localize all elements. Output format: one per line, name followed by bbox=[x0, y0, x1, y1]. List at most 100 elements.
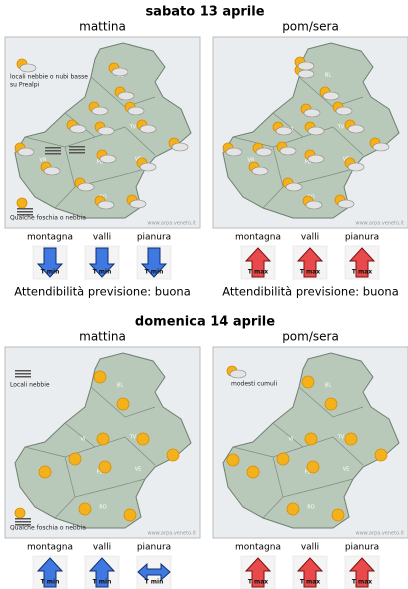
sun-icon bbox=[123, 508, 137, 522]
trend-arrow bbox=[36, 247, 64, 278]
reliability: Attendibilità previsione: buona bbox=[14, 285, 191, 299]
map-note: locali nebbie o nubi basse bbox=[10, 74, 88, 81]
fog-line bbox=[69, 152, 85, 154]
reliability: Attendibilità previsione: buona bbox=[222, 285, 399, 299]
cloud-icon bbox=[337, 199, 355, 209]
province-label: VI bbox=[81, 437, 86, 443]
temperature-label: T max bbox=[352, 269, 372, 276]
map-note: modesti cumuli bbox=[231, 381, 277, 388]
province-label: TV bbox=[129, 125, 137, 131]
fog-line bbox=[45, 153, 61, 155]
period-header: mattina bbox=[79, 330, 126, 344]
cloud-icon bbox=[77, 182, 95, 192]
cloud-icon bbox=[275, 126, 293, 136]
zone-label: montagna bbox=[27, 233, 73, 243]
sun-icon bbox=[38, 465, 52, 479]
sun-icon bbox=[98, 460, 112, 474]
cloud-icon bbox=[17, 147, 35, 157]
cloud-icon bbox=[372, 142, 390, 152]
trend-arrow bbox=[88, 247, 116, 278]
cloud-icon bbox=[297, 69, 315, 79]
cloud-icon bbox=[225, 147, 243, 157]
province-label: VR bbox=[40, 158, 47, 164]
fog-line bbox=[17, 208, 33, 210]
zone-label: pianura bbox=[137, 233, 171, 243]
map-credit: www.arpa.veneto.it bbox=[148, 221, 197, 227]
temperature-label: T min bbox=[41, 269, 60, 276]
period-header: pom/sera bbox=[282, 330, 339, 344]
temperature-label: T max bbox=[248, 579, 268, 586]
cloud-icon bbox=[43, 166, 61, 176]
province-label: RO bbox=[99, 505, 106, 511]
province-label: TV bbox=[337, 435, 345, 441]
sun-icon bbox=[324, 397, 338, 411]
trend-arrow bbox=[296, 557, 324, 588]
fog-line bbox=[17, 211, 33, 213]
zone-label: pianura bbox=[345, 233, 379, 243]
period-header: pom/sera bbox=[282, 20, 339, 34]
temperature-label: T max bbox=[248, 269, 268, 276]
fog-line bbox=[15, 521, 31, 523]
province-label: PD bbox=[97, 470, 104, 476]
province-label: PD bbox=[305, 470, 312, 476]
zone-label: pianura bbox=[345, 543, 379, 553]
sun-icon bbox=[374, 448, 388, 462]
zone-label: montagna bbox=[235, 543, 281, 553]
cloud-icon bbox=[91, 106, 109, 116]
trend-arrow bbox=[36, 557, 64, 588]
map-credit: www.arpa.veneto.it bbox=[148, 531, 197, 537]
cloud-icon bbox=[297, 61, 315, 71]
zone-label: montagna bbox=[27, 543, 73, 553]
sun-icon bbox=[246, 465, 260, 479]
province-label: VR bbox=[248, 158, 255, 164]
map-credit: www.arpa.veneto.it bbox=[356, 221, 405, 227]
fog-line bbox=[15, 518, 31, 520]
trend-arrow bbox=[296, 247, 324, 278]
cloud-icon bbox=[285, 182, 303, 192]
fog-line bbox=[45, 150, 61, 152]
trend-arrow bbox=[244, 247, 272, 278]
zone-label: montagna bbox=[235, 233, 281, 243]
cloud-icon bbox=[171, 142, 189, 152]
sun-icon bbox=[93, 370, 107, 384]
sun-icon bbox=[68, 452, 82, 466]
cloud-icon bbox=[255, 147, 273, 157]
cloud-icon bbox=[19, 63, 37, 73]
temperature-label: T max bbox=[352, 579, 372, 586]
day-title: domenica 14 aprile bbox=[135, 315, 275, 330]
province-label: BL bbox=[117, 383, 123, 389]
map-note: Qualche foschia o nebbia bbox=[10, 215, 86, 222]
map-note: Locali nebbie bbox=[10, 382, 50, 389]
sun-icon bbox=[78, 502, 92, 516]
province-label: VE bbox=[343, 467, 350, 473]
province-label: TV bbox=[129, 435, 137, 441]
period-header: mattina bbox=[79, 20, 126, 34]
fog-line bbox=[45, 147, 61, 149]
sun-icon bbox=[344, 432, 358, 446]
province-label: PD bbox=[97, 160, 104, 166]
cloud-icon bbox=[111, 67, 129, 77]
province-label: VE bbox=[135, 467, 142, 473]
temperature-label: T min bbox=[93, 269, 112, 276]
fog-line bbox=[15, 376, 31, 378]
cloud-icon bbox=[229, 369, 247, 379]
zone-label: valli bbox=[93, 543, 111, 553]
forecast-map: BLTVVIVRPDVEROwww.arpa.veneto.it bbox=[212, 36, 408, 229]
sun-icon bbox=[14, 507, 26, 519]
fog-line bbox=[17, 214, 33, 216]
temperature-label: T min bbox=[93, 579, 112, 586]
sun-icon bbox=[136, 432, 150, 446]
trend-arrow bbox=[137, 562, 171, 582]
sun-icon bbox=[301, 375, 315, 389]
cloud-icon bbox=[117, 91, 135, 101]
cloud-icon bbox=[279, 146, 297, 156]
cloud-icon bbox=[307, 154, 325, 164]
trend-arrow bbox=[244, 557, 272, 588]
trend-arrow bbox=[88, 557, 116, 588]
forecast-map: BLTVVIVRPDVEROmodesti cumuliwww.arpa.ven… bbox=[212, 346, 408, 539]
zone-label: pianura bbox=[137, 543, 171, 553]
cloud-icon bbox=[97, 200, 115, 210]
map-note: su Prealpi bbox=[10, 82, 40, 89]
fog-line bbox=[15, 370, 31, 372]
